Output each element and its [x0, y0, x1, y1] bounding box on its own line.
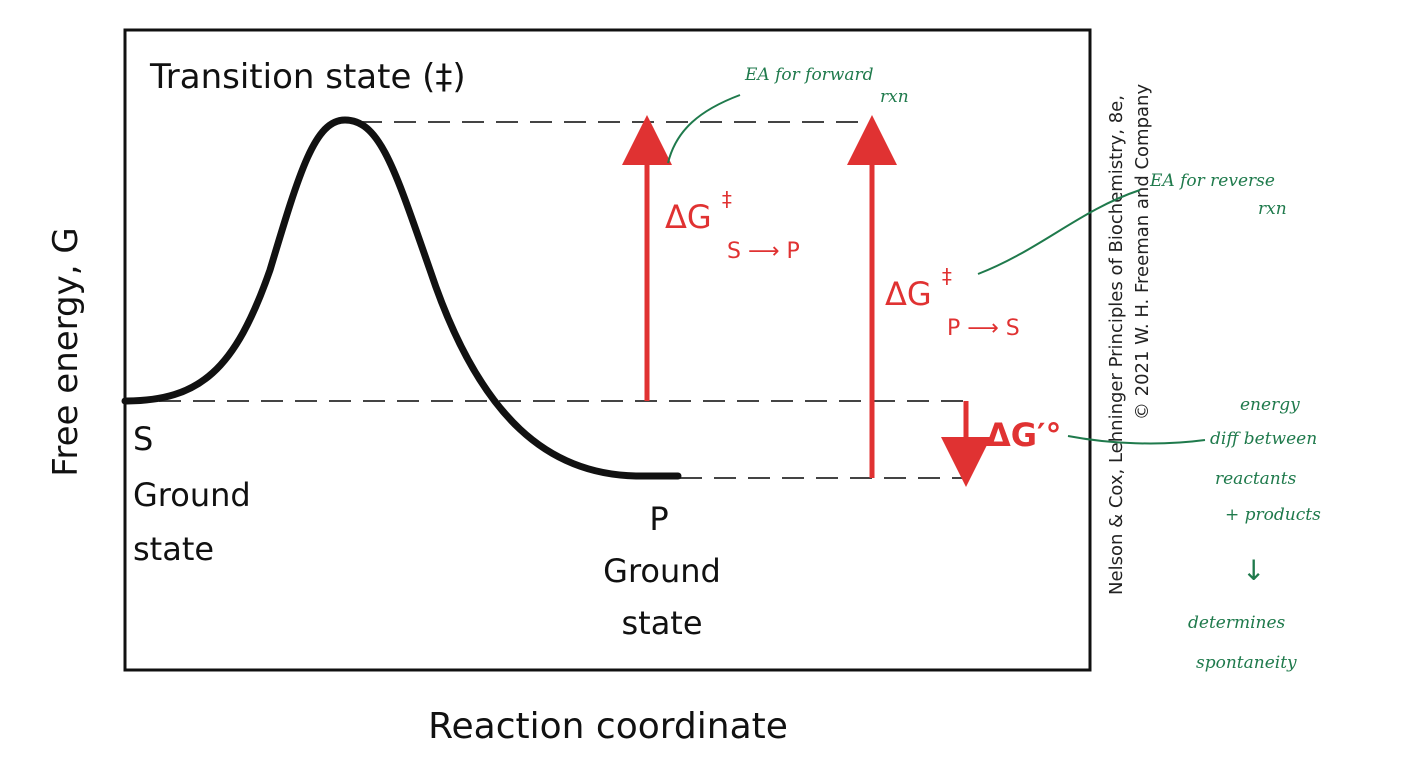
- s-state-label: state: [133, 530, 214, 568]
- reverse-delta-g-label: ΔG ‡ P ⟶ S: [885, 253, 1020, 341]
- plot-frame: [123, 28, 1092, 672]
- down-arrow-icon: ↓: [1242, 554, 1265, 587]
- reaction-energy-curve: [121, 116, 682, 480]
- delta-g-annotation-leader: [1067, 435, 1206, 445]
- reverse-annotation: EA for reverse rxn: [1149, 171, 1287, 219]
- forward-annotation-leader: [667, 94, 741, 164]
- x-axis-label: Reaction coordinate: [428, 706, 788, 747]
- s-label: S: [133, 420, 153, 458]
- reverse-annotation-leader: [977, 189, 1141, 275]
- y-axis-label: Free energy, G: [46, 227, 86, 476]
- credit-line-2: © 2021 W. H. Freeman and Company: [1132, 84, 1153, 421]
- p-label: P: [649, 500, 668, 538]
- delta-g-standard-label: ΔG′°: [986, 416, 1061, 454]
- credit-line-1: Nelson & Cox, Lehninger Principles of Bi…: [1106, 95, 1127, 595]
- s-ground-label: Ground: [133, 476, 251, 514]
- delta-g-annotation-conclusion: determines spontaneity: [1188, 613, 1297, 673]
- p-ground-label: Ground: [603, 552, 721, 590]
- transition-state-label: Transition state (‡): [149, 57, 466, 97]
- p-state-label: state: [621, 604, 702, 642]
- forward-delta-g-label: ΔG ‡ S ⟶ P: [665, 176, 800, 264]
- delta-g-annotation: energy diff between reactants + products: [1210, 395, 1323, 525]
- forward-annotation: EA for forward rxn: [744, 65, 909, 107]
